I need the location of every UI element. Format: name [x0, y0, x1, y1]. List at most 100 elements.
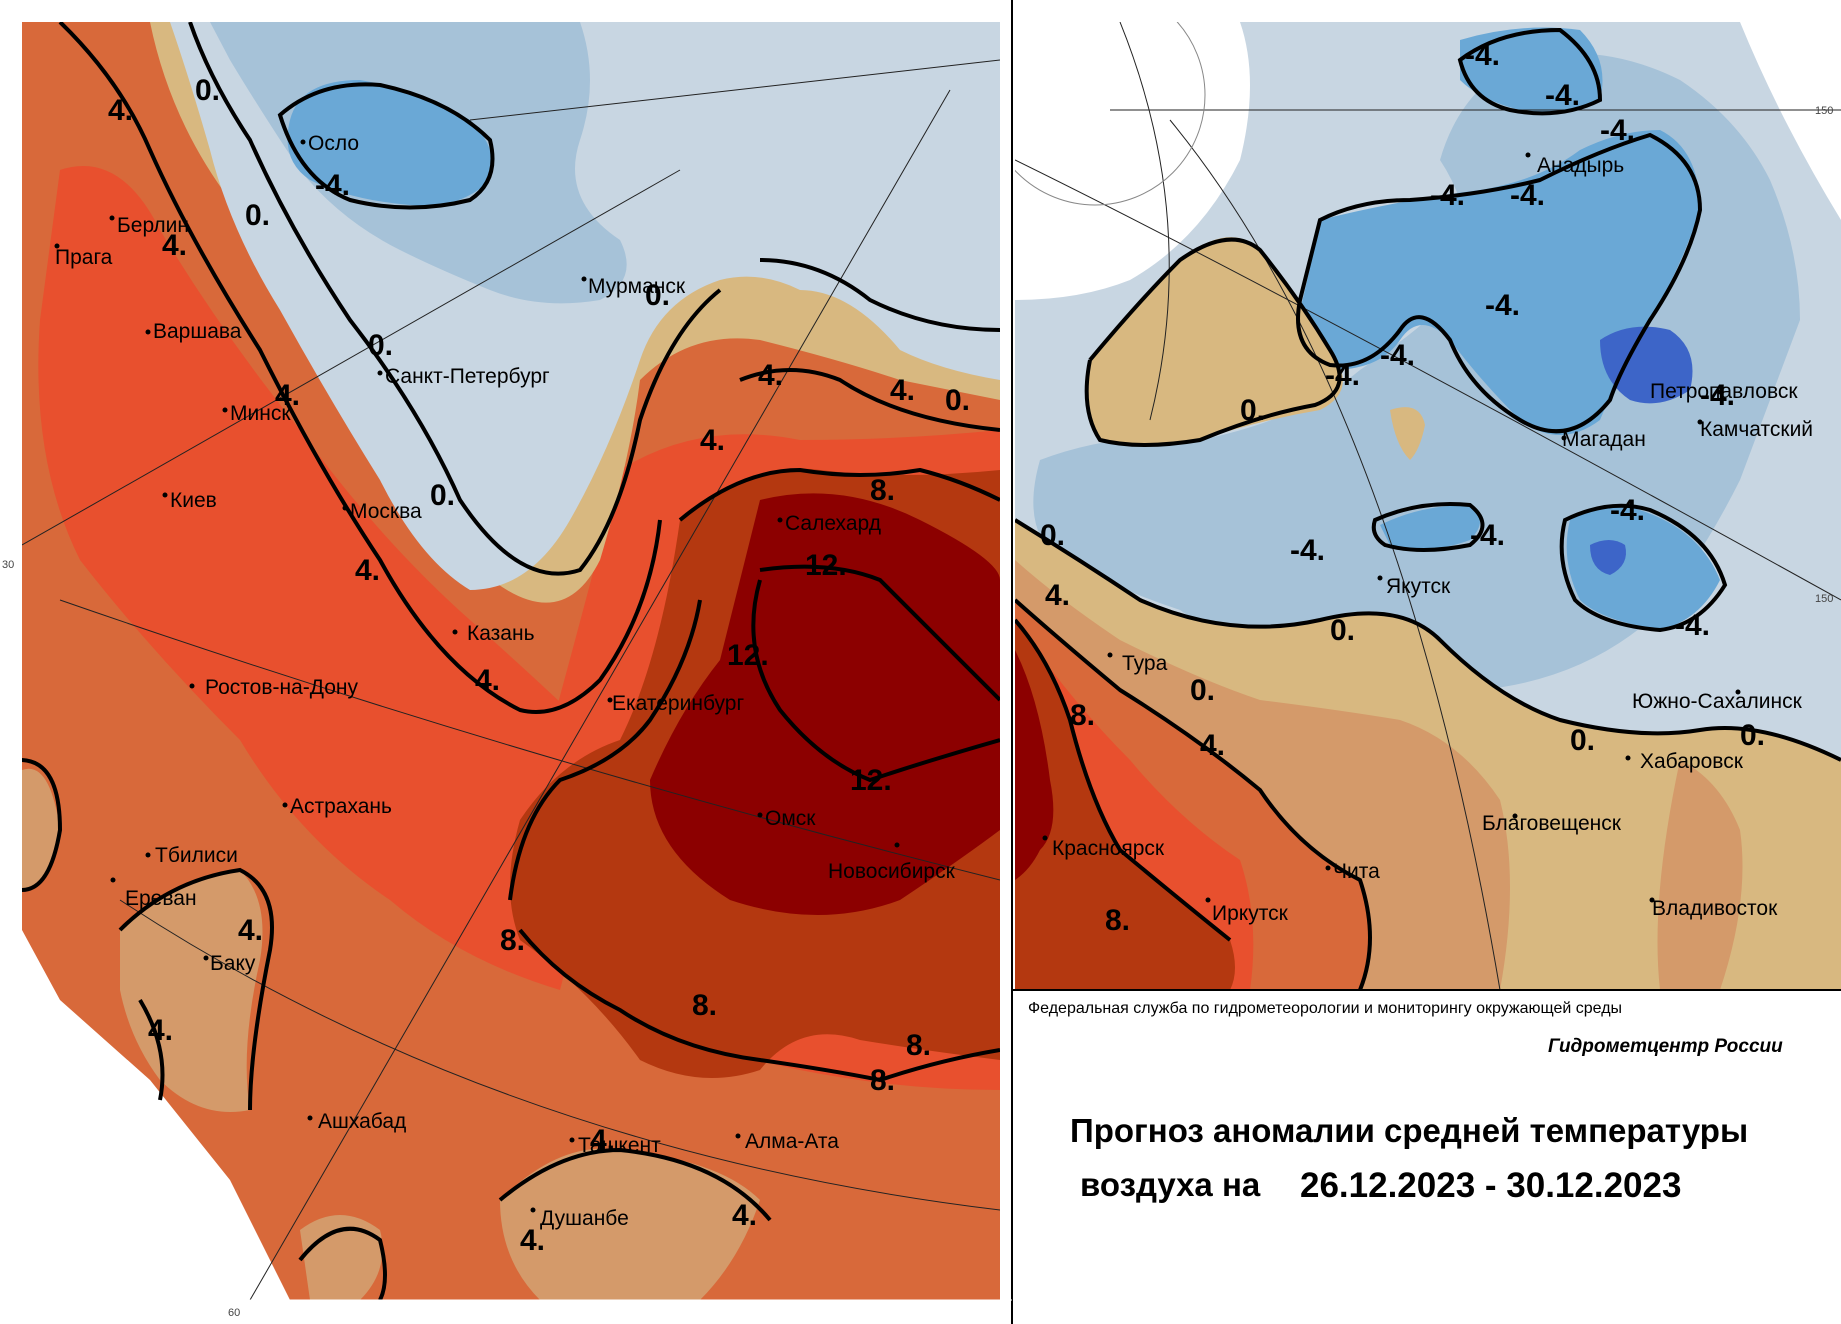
isoline-label: 4.	[238, 914, 263, 947]
city-label: Баку	[210, 952, 256, 975]
city-label: Москва	[350, 500, 422, 523]
right-city-markers	[1042, 152, 1741, 903]
city-label: Мурманск	[588, 275, 686, 298]
city-label: Казань	[467, 622, 535, 645]
isoline-label: -4.	[1380, 339, 1415, 372]
isoline-label: 0.	[368, 329, 393, 362]
isoline-label: 8.	[500, 924, 525, 957]
isoline-label: 4.	[520, 1224, 545, 1257]
isoline-label: 4.	[1045, 579, 1070, 612]
isoline-label: 12.	[727, 639, 769, 672]
city-label: Южно-Сахалинск	[1632, 690, 1803, 713]
left-graticule	[22, 59, 1000, 1300]
right-zone-minus4-north	[1298, 130, 1700, 435]
right-zone-plus12	[1015, 650, 1054, 880]
city-label: Астрахань	[290, 795, 392, 818]
city-label: Хабаровск	[1640, 750, 1744, 773]
city-label: Санкт-Петербург	[385, 365, 550, 388]
isoline-label: -4.	[1325, 359, 1360, 392]
city-label: Магадан	[1562, 428, 1646, 451]
isoline-label: -4.	[315, 169, 350, 202]
isoline-label: 4.	[732, 1199, 757, 1232]
isoline-label: 4.	[355, 554, 380, 587]
isoline-label: 0.	[1190, 674, 1215, 707]
isoline-label: 4.	[475, 664, 500, 697]
grid-label: 150	[1815, 593, 1833, 605]
isoline-label: 0.	[1740, 719, 1765, 752]
city-label: Киев	[170, 489, 217, 512]
city-label: Ашхабад	[318, 1110, 406, 1133]
isoline-label: 0.	[945, 384, 970, 417]
isoline-label: -4.	[1465, 39, 1500, 72]
city-label: Ростов-на-Дону	[205, 676, 358, 699]
left-isolines	[22, 22, 1000, 1300]
city-label: Якутск	[1386, 575, 1451, 598]
city-label: Новосибирск	[828, 860, 956, 883]
city-label: Анадырь	[1537, 154, 1624, 177]
isoline-label: 0.	[430, 479, 455, 512]
right-isolines	[1015, 27, 1841, 990]
organization-text: Федеральная служба по гидрометеорологии …	[1028, 1000, 1623, 1017]
left-city-markers	[54, 139, 900, 1213]
city-label: Варшава	[153, 320, 242, 343]
right-city-labels: Анадырь Петропавловск Камчатский Магадан…	[1052, 154, 1813, 925]
city-label: Ереван	[125, 887, 197, 910]
isoline-label: -4.	[1470, 519, 1505, 552]
isoline-label: 0.	[1330, 614, 1355, 647]
isoline-label: 8.	[870, 1064, 895, 1097]
isoline-label: 4.	[275, 379, 300, 412]
grid-label: 30	[2, 559, 14, 571]
left-map-panel: 0. 0. 0. 0. 0. 0. -4. 4. 4. 4. 4. 4. 4. …	[2, 22, 1000, 1319]
right-zone-minus4-south	[1566, 506, 1720, 630]
city-label: Тура	[1122, 652, 1168, 675]
isoline-label: 8.	[1070, 699, 1095, 732]
forecast-subtitle: воздуха на	[1080, 1166, 1261, 1203]
isoline-label: -4.	[1510, 179, 1545, 212]
city-label: Алма-Ата	[745, 1130, 839, 1153]
isoline-label: 0.	[1040, 519, 1065, 552]
left-city-labels: Осло Берлин Прага Варшава Минск Санкт-Пе…	[55, 132, 956, 1230]
city-label: Благовещенск	[1482, 812, 1622, 835]
isoline-label: -4.	[1610, 494, 1645, 527]
right-zone-8-12	[1015, 620, 1235, 990]
forecast-title: Прогноз аномалии средней температуры	[1070, 1112, 1749, 1149]
isoline-label: 8.	[906, 1029, 931, 1062]
isoline-label: 12.	[805, 549, 847, 582]
isoline-label: 0.	[195, 74, 220, 107]
right-zone-minus4-top	[1460, 27, 1603, 114]
forecast-date-range: 26.12.2023 - 30.12.2023	[1300, 1166, 1682, 1205]
right-graticule	[1015, 22, 1841, 990]
grid-label: 60	[228, 1307, 240, 1319]
left-isoline-labels: 0. 0. 0. 0. 0. 0. -4. 4. 4. 4. 4. 4. 4. …	[108, 74, 970, 1257]
right-map-panel: -4. -4. -4. -4. -4. -4. -4. -4. -4. -4. …	[1015, 22, 1841, 990]
info-panel	[1013, 990, 1841, 1324]
isoline-label: 4.	[890, 374, 915, 407]
city-label: Салехард	[785, 512, 881, 535]
grid-label: 150	[1815, 105, 1833, 117]
isoline-label: 8.	[870, 474, 895, 507]
right-polar-gap	[1015, 22, 1841, 300]
left-zone-0-2-south	[300, 1148, 760, 1300]
isoline-label: -4.	[1700, 379, 1735, 412]
left-zone-plus12	[650, 493, 1000, 915]
city-label: Омск	[765, 807, 816, 830]
city-label: Владивосток	[1652, 897, 1778, 920]
city-label: Иркутск	[1212, 902, 1289, 925]
right-isoline-labels: -4. -4. -4. -4. -4. -4. -4. -4. -4. -4. …	[1040, 39, 1765, 937]
right-zone-minus6-b	[1590, 540, 1626, 575]
city-label: Камчатский	[1700, 418, 1813, 441]
isoline-label: 4.	[758, 359, 783, 392]
isoline-label: 0.	[1240, 394, 1265, 427]
right-zone-minus6-a	[1600, 326, 1693, 404]
city-label: Тбилиси	[155, 844, 238, 867]
left-zone-0-2-caucasus	[22, 768, 263, 1112]
city-label: Осло	[308, 132, 359, 155]
city-label: Душанбе	[540, 1207, 629, 1230]
isoline-label: -4.	[1430, 179, 1465, 212]
city-label: Петропавловск	[1650, 380, 1798, 403]
isoline-label: 8.	[692, 989, 717, 1022]
city-label: Чита	[1333, 860, 1380, 883]
isoline-label: -4.	[1545, 79, 1580, 112]
isoline-label: 4.	[590, 1124, 615, 1157]
